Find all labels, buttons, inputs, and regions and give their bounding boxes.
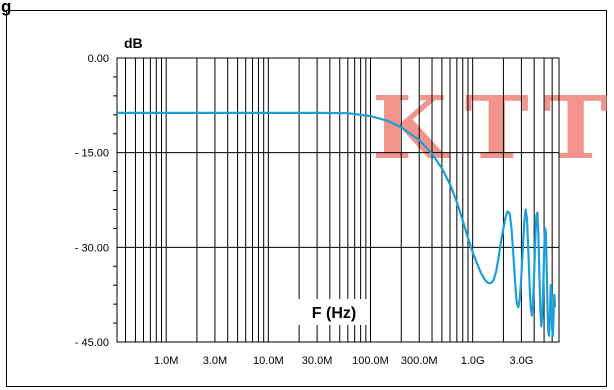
vertical-gridlines [125, 58, 553, 342]
y-tick-label: - 15.00 [75, 148, 109, 160]
x-tick-label: 3.0G [509, 355, 533, 367]
x-tick-labels: 1.0M 3.0M 10.0M 30.0M 100.0M 300.0M 1.0G 3.0G [154, 355, 533, 367]
y-minor-ticks [113, 76, 117, 324]
x-tick-label: 1.0G [461, 355, 485, 367]
x-axis-label: F (Hz) [312, 305, 356, 322]
y-tick-label: - 45.00 [75, 337, 109, 349]
x-tick-label: 10.0M [253, 355, 284, 367]
x-tick-label: 30.0M [302, 355, 333, 367]
watermark-text: KTT [372, 78, 614, 179]
x-tick-label: 100.0M [352, 355, 389, 367]
x-tick-label: 3.0M [203, 355, 227, 367]
y-tick-label: - 30.00 [75, 242, 109, 254]
y-tick-labels: 0.00 - 15.00 - 30.00 - 45.00 [75, 53, 109, 349]
x-axis-label-box [298, 299, 370, 325]
x-tick-label: 300.0M [401, 355, 438, 367]
figure-border [6, 10, 607, 387]
plot-area [113, 57, 560, 343]
y-tick-label: 0.00 [88, 53, 109, 65]
figure-label: g [1, 0, 11, 16]
series-line [117, 111, 557, 337]
horizontal-gridlines [117, 57, 559, 343]
y-axis-label: dB [124, 35, 143, 51]
x-tick-label: 1.0M [154, 355, 178, 367]
